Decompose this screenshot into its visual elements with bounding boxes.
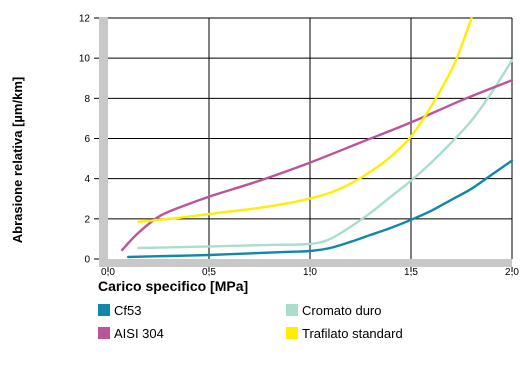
legend-label-aisi-304: AISI 304 [114,325,164,341]
chart: 0 2 4 6 8 10 12 0,0 0,5 1,0 1,5 2,0 Abrasione relat… [10,14,520,279]
legend-item-trafilato-standard: Trafilato standard [286,325,403,341]
y-axis-bar [99,17,108,267]
series-line-cromato-duro [137,59,514,250]
legend-item-cf53: Cf53 [98,302,141,318]
legend-item-cromato-duro: Cromato duro [286,302,381,318]
x-tick-label: 1,5 [404,267,418,278]
y-tick-label: 4 [84,174,90,185]
legend-label-cf53: Cf53 [114,302,142,318]
x-tick-label: 2,0 [505,267,519,278]
legend-swatch-aisi-304 [98,327,110,339]
legend-label-cromato-duro: Cromato duro [302,302,382,318]
y-tick-label: 6 [84,134,90,145]
legend-swatch-cromato-duro [286,304,298,316]
legend-swatch-cf53 [98,304,110,316]
series-line-cf53 [126,159,514,259]
axes-layer [99,17,513,267]
series-line-aisi-304 [120,79,514,252]
x-tick-label: 0,0 [101,267,115,278]
y-tick-label: 0 [84,255,90,266]
legend-item-aisi-304: AISI 304 [98,325,164,341]
x-axis-bar [99,259,512,267]
y-tick-label: 2 [84,214,90,225]
legend-label-trafilato-standard: Trafilato standard [302,325,403,341]
x-tick-label: 0,5 [202,267,216,278]
x-tick-label: 1,0 [303,267,317,278]
y-tick-label: 10 [79,54,91,65]
series-line-trafilato-standard [137,16,473,223]
y-axis-label: Abrasione relativa [µm/km] [10,77,25,243]
x-axis-label: Carico specifico [MPa] [98,278,249,294]
legend-swatch-trafilato-standard [286,327,298,339]
y-tick-label: 12 [79,14,91,25]
y-tick-label: 8 [84,94,90,105]
series-layer [120,16,514,259]
ticks-layer: 0 2 4 6 8 10 12 0,0 0,5 1,0 1,5 2,0 [79,14,520,279]
